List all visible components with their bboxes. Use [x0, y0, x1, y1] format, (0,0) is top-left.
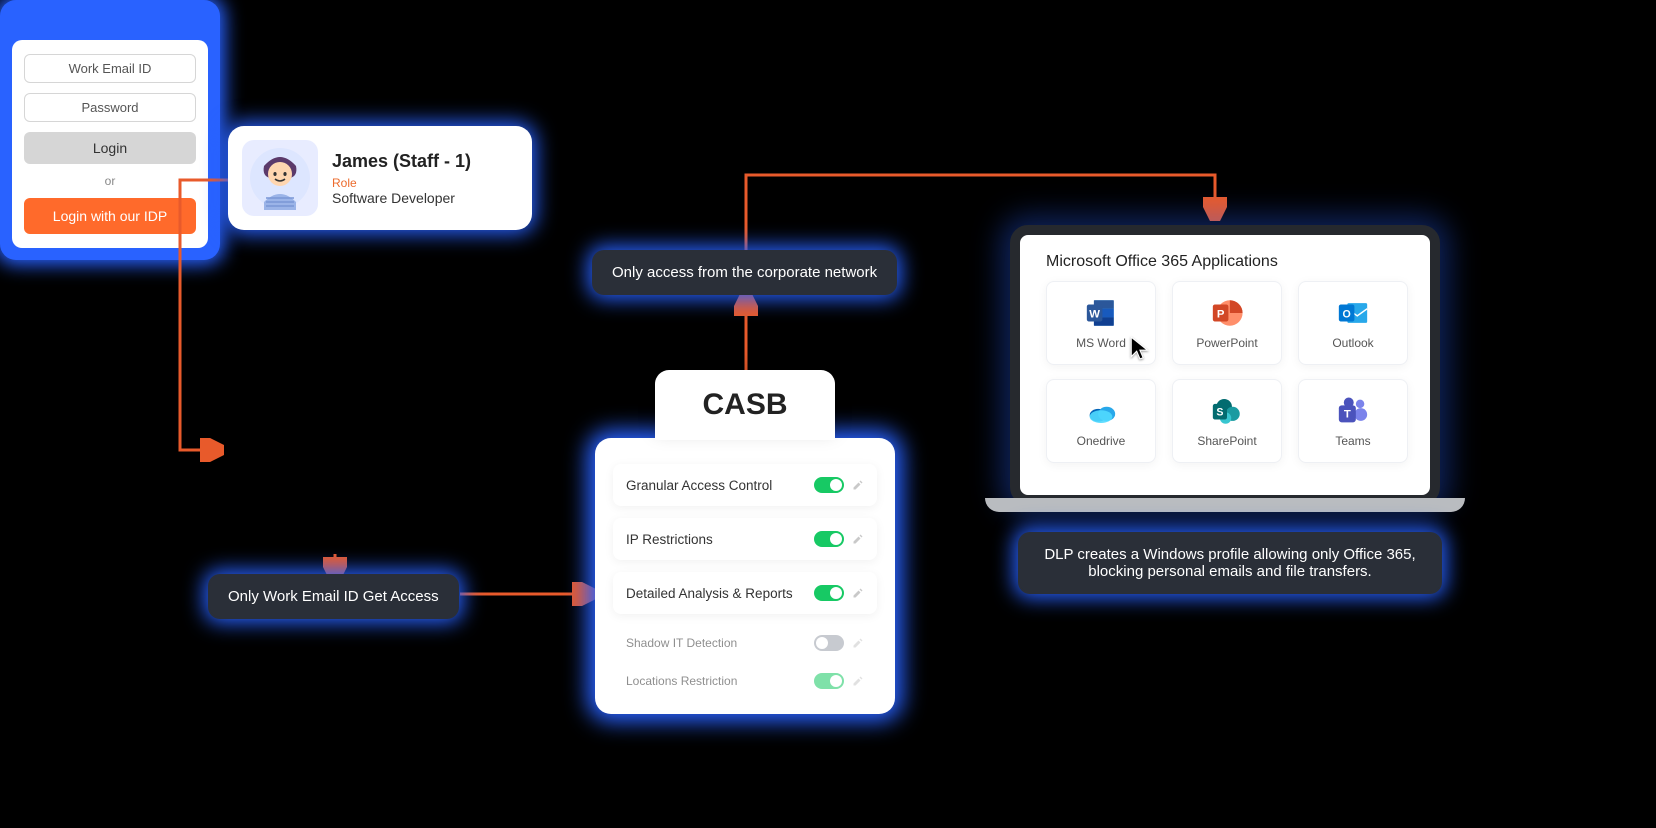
casb-row-3: Shadow IT Detection	[613, 626, 877, 660]
app-grid: W MS Word P PowerPoint O Outlook Onedrive S Shar…	[1020, 281, 1430, 463]
svg-text:O: O	[1342, 308, 1350, 320]
app-tile-powerpoint[interactable]: P PowerPoint	[1172, 281, 1282, 365]
casb-row-0: Granular Access Control	[613, 464, 877, 506]
casb-panel: Granular Access Control IP Restrictions De…	[595, 438, 895, 714]
app-tile-onedrive[interactable]: Onedrive	[1046, 379, 1156, 463]
corp-network-label: Only access from the corporate network	[594, 252, 895, 293]
user-card: James (Staff - 1) Role Software Develope…	[230, 128, 530, 228]
onedrive-icon	[1084, 394, 1118, 428]
user-role-label: Role	[332, 176, 471, 190]
toggle[interactable]	[814, 635, 844, 651]
casb-row-label: Shadow IT Detection	[626, 636, 737, 650]
svg-text:T: T	[1344, 408, 1351, 420]
ms-word-icon: W	[1084, 296, 1118, 330]
casb-row-label: IP Restrictions	[626, 532, 713, 547]
sharepoint-icon: S	[1210, 394, 1244, 428]
svg-text:P: P	[1217, 308, 1225, 320]
cursor-icon	[1128, 335, 1154, 361]
app-label: Onedrive	[1077, 434, 1126, 448]
avatar-icon	[248, 146, 312, 210]
svg-text:S: S	[1216, 406, 1223, 418]
toggle[interactable]	[814, 585, 844, 601]
o365-title: Microsoft Office 365 Applications	[1020, 235, 1430, 281]
toggle[interactable]	[814, 673, 844, 689]
app-label: Outlook	[1332, 336, 1373, 350]
app-tile-teams[interactable]: T Teams	[1298, 379, 1408, 463]
user-name: James (Staff - 1)	[332, 151, 471, 172]
app-label: Teams	[1335, 434, 1370, 448]
casb-row-label: Locations Restriction	[626, 674, 737, 688]
edit-icon[interactable]	[852, 675, 864, 687]
casb-row-4: Locations Restriction	[613, 664, 877, 698]
work-email-label: Only Work Email ID Get Access	[210, 576, 457, 617]
casb-row-2: Detailed Analysis & Reports	[613, 572, 877, 614]
app-label: PowerPoint	[1196, 336, 1257, 350]
casb-row-label: Detailed Analysis & Reports	[626, 586, 793, 601]
casb-row-1: IP Restrictions	[613, 518, 877, 560]
app-label: SharePoint	[1197, 434, 1256, 448]
dlp-label: DLP creates a Windows profile allowing o…	[1020, 534, 1440, 592]
powerpoint-icon: P	[1210, 296, 1244, 330]
teams-icon: T	[1336, 394, 1370, 428]
laptop-base	[985, 498, 1465, 512]
app-label: MS Word	[1076, 336, 1126, 350]
casb-title: CASB	[655, 370, 835, 440]
edit-icon[interactable]	[852, 479, 864, 491]
edit-icon[interactable]	[852, 587, 864, 599]
user-role-value: Software Developer	[332, 190, 471, 206]
outlook-icon: O	[1336, 296, 1370, 330]
user-avatar	[242, 140, 318, 216]
casb-row-label: Granular Access Control	[626, 478, 772, 493]
svg-text:W: W	[1089, 308, 1100, 320]
laptop-screen: Microsoft Office 365 Applications W MS Wo…	[1010, 225, 1440, 505]
app-tile-sharepoint[interactable]: S SharePoint	[1172, 379, 1282, 463]
app-tile-outlook[interactable]: O Outlook	[1298, 281, 1408, 365]
edit-icon[interactable]	[852, 637, 864, 649]
toggle[interactable]	[814, 531, 844, 547]
edit-icon[interactable]	[852, 533, 864, 545]
toggle[interactable]	[814, 477, 844, 493]
